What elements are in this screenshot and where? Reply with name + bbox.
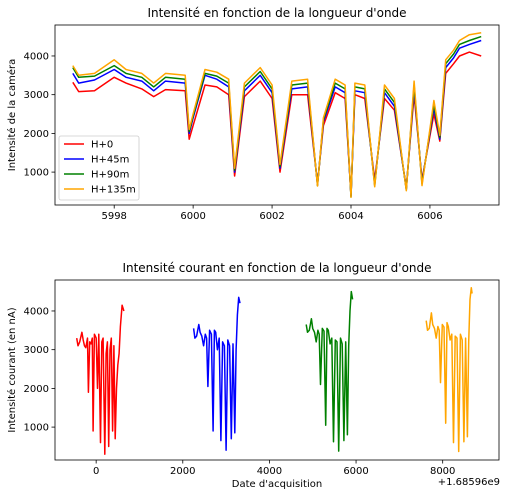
chart1-series-lines bbox=[72, 31, 482, 199]
x-tick-label: 8000 bbox=[430, 466, 455, 477]
x-tick-label: 6000 bbox=[343, 466, 368, 477]
x-tick-label: 6004 bbox=[338, 211, 363, 222]
chart1-y-ticks: 1000 2000 3000 4000 bbox=[24, 51, 55, 179]
y-tick-label: 2000 bbox=[24, 384, 49, 395]
legend-label: H+45m bbox=[91, 155, 129, 166]
y-tick-label: 2000 bbox=[24, 129, 49, 140]
y-tick-label: 1000 bbox=[24, 423, 49, 434]
x-tick-label: 0 bbox=[93, 466, 99, 477]
series-line-3 bbox=[72, 31, 482, 199]
chart-current-intensity: Intensité courant en fonction de la long… bbox=[6, 261, 500, 490]
chart2-title: Intensité courant en fonction de la long… bbox=[122, 261, 431, 275]
legend-label: H+0 bbox=[91, 140, 113, 151]
x-tick-label: 6000 bbox=[180, 211, 205, 222]
y-tick-label: 3000 bbox=[24, 90, 49, 101]
series-line-0 bbox=[75, 304, 125, 455]
y-tick-label: 1000 bbox=[24, 168, 49, 179]
y-tick-label: 3000 bbox=[24, 345, 49, 356]
x-tick-label: 6002 bbox=[259, 211, 284, 222]
chart2-x-ticks: 0 2000 4000 6000 8000 bbox=[93, 460, 455, 477]
y-tick-label: 4000 bbox=[24, 306, 49, 317]
chart2-offset-text: +1.68596e9 bbox=[438, 477, 500, 488]
x-tick-label: 5998 bbox=[101, 211, 126, 222]
chart1-title: Intensité en fonction de la longueur d'o… bbox=[147, 6, 406, 20]
chart2-series-lines bbox=[75, 286, 473, 455]
series-line-1 bbox=[192, 296, 241, 452]
chart-wavelength-intensity: Intensité en fonction de la longueur d'o… bbox=[6, 6, 500, 222]
chart2-x-axis-label: Date d'acquisition bbox=[232, 479, 322, 490]
chart1-x-ticks: 5998 6000 6002 6004 6006 bbox=[101, 205, 443, 222]
series-line-2 bbox=[305, 290, 354, 452]
legend-label: H+90m bbox=[91, 170, 129, 181]
x-tick-label: 6006 bbox=[417, 211, 442, 222]
chart1-y-axis-label: Intensité de la caméra bbox=[6, 59, 18, 171]
legend-label: H+135m bbox=[91, 185, 136, 196]
y-tick-label: 4000 bbox=[24, 51, 49, 62]
chart1-legend: H+0 H+45m H+90m H+135m bbox=[58, 135, 140, 201]
series-line-3 bbox=[425, 286, 473, 453]
chart2-y-axis-label: Intensité courant (en nA) bbox=[6, 307, 18, 432]
x-tick-label: 2000 bbox=[170, 466, 195, 477]
legend-box bbox=[58, 135, 140, 201]
chart2-y-ticks: 1000 2000 3000 4000 bbox=[24, 306, 55, 434]
x-tick-label: 4000 bbox=[257, 466, 282, 477]
chart2-plot-area bbox=[54, 279, 500, 461]
